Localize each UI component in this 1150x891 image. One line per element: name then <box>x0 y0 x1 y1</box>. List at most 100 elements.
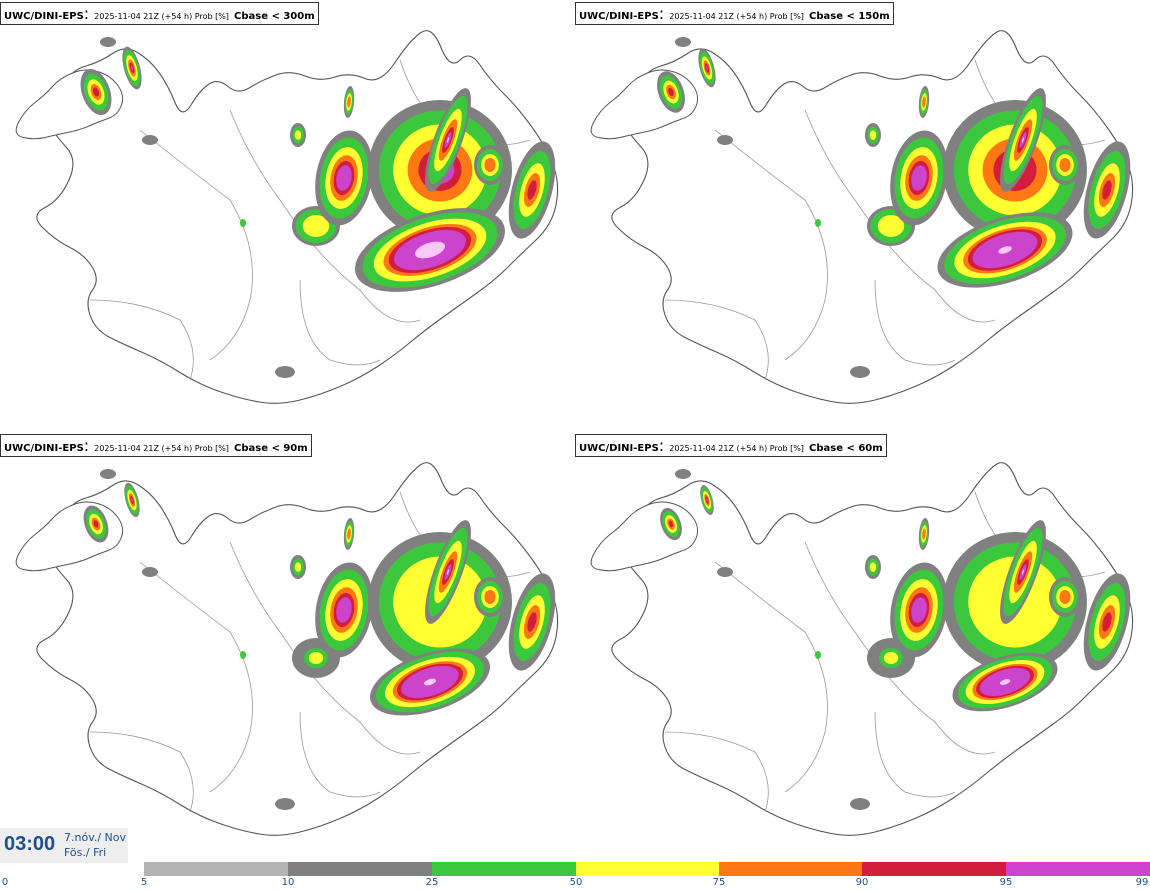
region-outline <box>139 129 253 361</box>
probability-field <box>1102 180 1112 200</box>
low-prob-patch <box>717 135 733 145</box>
probability-field <box>911 165 927 191</box>
probability-field <box>527 180 537 200</box>
run-info: 2025-11-04 21Z (+54 h) Prob [%] <box>669 444 804 453</box>
probability-field <box>336 165 352 191</box>
probability-field <box>446 137 450 143</box>
probability-field <box>1059 590 1071 604</box>
probability-field <box>998 246 1012 254</box>
legend-tick: 5 <box>140 877 148 888</box>
parameter-label: Cbase < 150m <box>809 11 890 22</box>
probability-field <box>883 652 899 664</box>
parameter-label: Cbase < 300m <box>234 11 315 22</box>
panel-title: UWC/DINI-EPS: 2025-11-04 21Z (+54 h) Pro… <box>0 2 319 25</box>
probability-field <box>347 528 351 540</box>
legend-tick: 0 <box>1 877 9 888</box>
probability-field <box>93 520 99 528</box>
legend-tick: 99 <box>1135 877 1149 888</box>
legend-tick: 50 <box>569 877 583 888</box>
low-prob-patch <box>142 135 158 145</box>
region-outline <box>874 279 956 366</box>
probability-field <box>1021 137 1025 143</box>
low-prob-patch <box>815 651 821 659</box>
legend-tick: 75 <box>712 877 726 888</box>
valid-time-box: 03:00 7.nóv./ Nov Fös./ Fri <box>0 828 128 863</box>
valid-date-line1: 7.nóv./ Nov <box>64 831 127 844</box>
legend-swatch <box>432 862 576 876</box>
probability-field <box>869 130 877 140</box>
low-prob-patch <box>100 37 116 47</box>
probability-field <box>423 678 437 686</box>
valid-time: 03:00 <box>4 833 56 855</box>
panel-title: UWC/DINI-EPS: 2025-11-04 21Z (+54 h) Pro… <box>575 2 894 25</box>
probability-field <box>92 87 100 97</box>
valid-date: 7.nóv./ Nov Fös./ Fri <box>64 830 126 860</box>
probability-field <box>999 679 1011 685</box>
probability-field <box>294 562 302 572</box>
legend-tick: 95 <box>999 877 1013 888</box>
map-panel-cbase-300: UWC/DINI-EPS: 2025-11-04 21Z (+54 h) Pro… <box>0 0 575 430</box>
probability-field <box>446 569 450 575</box>
map-svg <box>15 30 559 404</box>
model-name: UWC/DINI-EPS <box>579 11 659 22</box>
region-outline <box>139 561 253 793</box>
valid-date-line2: Fös./ Fri <box>64 846 107 859</box>
map-svg <box>15 462 559 836</box>
probability-field <box>414 241 446 259</box>
probability-field <box>131 497 133 503</box>
region-outline <box>714 129 828 361</box>
low-prob-patch <box>850 366 870 378</box>
region-outline <box>299 711 381 798</box>
region-outline <box>89 731 194 813</box>
legend-swatch <box>576 862 719 876</box>
panel-title: UWC/DINI-EPS: 2025-11-04 21Z (+54 h) Pro… <box>0 434 312 457</box>
legend-tick: 90 <box>855 877 869 888</box>
low-prob-patch <box>240 219 246 227</box>
low-prob-patch <box>850 798 870 810</box>
probability-field <box>130 65 134 71</box>
legend-tick: 10 <box>281 877 295 888</box>
model-name: UWC/DINI-EPS <box>4 443 84 454</box>
probability-colorbar: 0 5 10 25 50 75 90 95 99 <box>0 862 1150 891</box>
region-outline <box>299 279 381 366</box>
model-name: UWC/DINI-EPS <box>4 11 84 22</box>
probability-field <box>484 590 496 604</box>
map-panel-cbase-90: UWC/DINI-EPS: 2025-11-04 21Z (+54 h) Pro… <box>0 432 575 862</box>
low-prob-patch <box>675 469 691 479</box>
low-prob-patch <box>717 567 733 577</box>
map-panel-cbase-60: UWC/DINI-EPS: 2025-11-04 21Z (+54 h) Pro… <box>575 432 1150 862</box>
map-svg <box>590 30 1134 404</box>
legend-swatch <box>719 862 862 876</box>
region-outline <box>664 299 769 381</box>
probability-field <box>877 215 905 237</box>
probability-field <box>484 158 496 172</box>
probability-field <box>1059 158 1071 172</box>
probability-field <box>1102 612 1112 632</box>
run-info: 2025-11-04 21Z (+54 h) Prob [%] <box>94 444 229 453</box>
model-name: UWC/DINI-EPS <box>579 443 659 454</box>
legend-swatch <box>1006 862 1150 876</box>
legend-swatch <box>144 862 288 876</box>
probability-field <box>668 520 674 528</box>
probability-field <box>668 87 674 97</box>
panel-title: UWC/DINI-EPS: 2025-11-04 21Z (+54 h) Pro… <box>575 434 887 457</box>
low-prob-patch <box>142 567 158 577</box>
parameter-label: Cbase < 60m <box>809 443 883 454</box>
legend-swatch <box>862 862 1006 876</box>
region-outline <box>89 299 194 381</box>
probability-field <box>336 597 352 623</box>
probability-field <box>922 96 926 108</box>
probability-field <box>869 562 877 572</box>
low-prob-patch <box>675 37 691 47</box>
low-prob-patch <box>275 366 295 378</box>
probability-field <box>347 96 351 108</box>
low-prob-patch <box>275 798 295 810</box>
region-outline <box>714 561 828 793</box>
parameter-label: Cbase < 90m <box>234 443 308 454</box>
low-prob-patch <box>240 651 246 659</box>
run-info: 2025-11-04 21Z (+54 h) Prob [%] <box>669 12 804 21</box>
low-prob-patch <box>100 469 116 479</box>
region-outline <box>664 731 769 813</box>
region-outline <box>874 711 956 798</box>
legend-tick: 25 <box>425 877 439 888</box>
